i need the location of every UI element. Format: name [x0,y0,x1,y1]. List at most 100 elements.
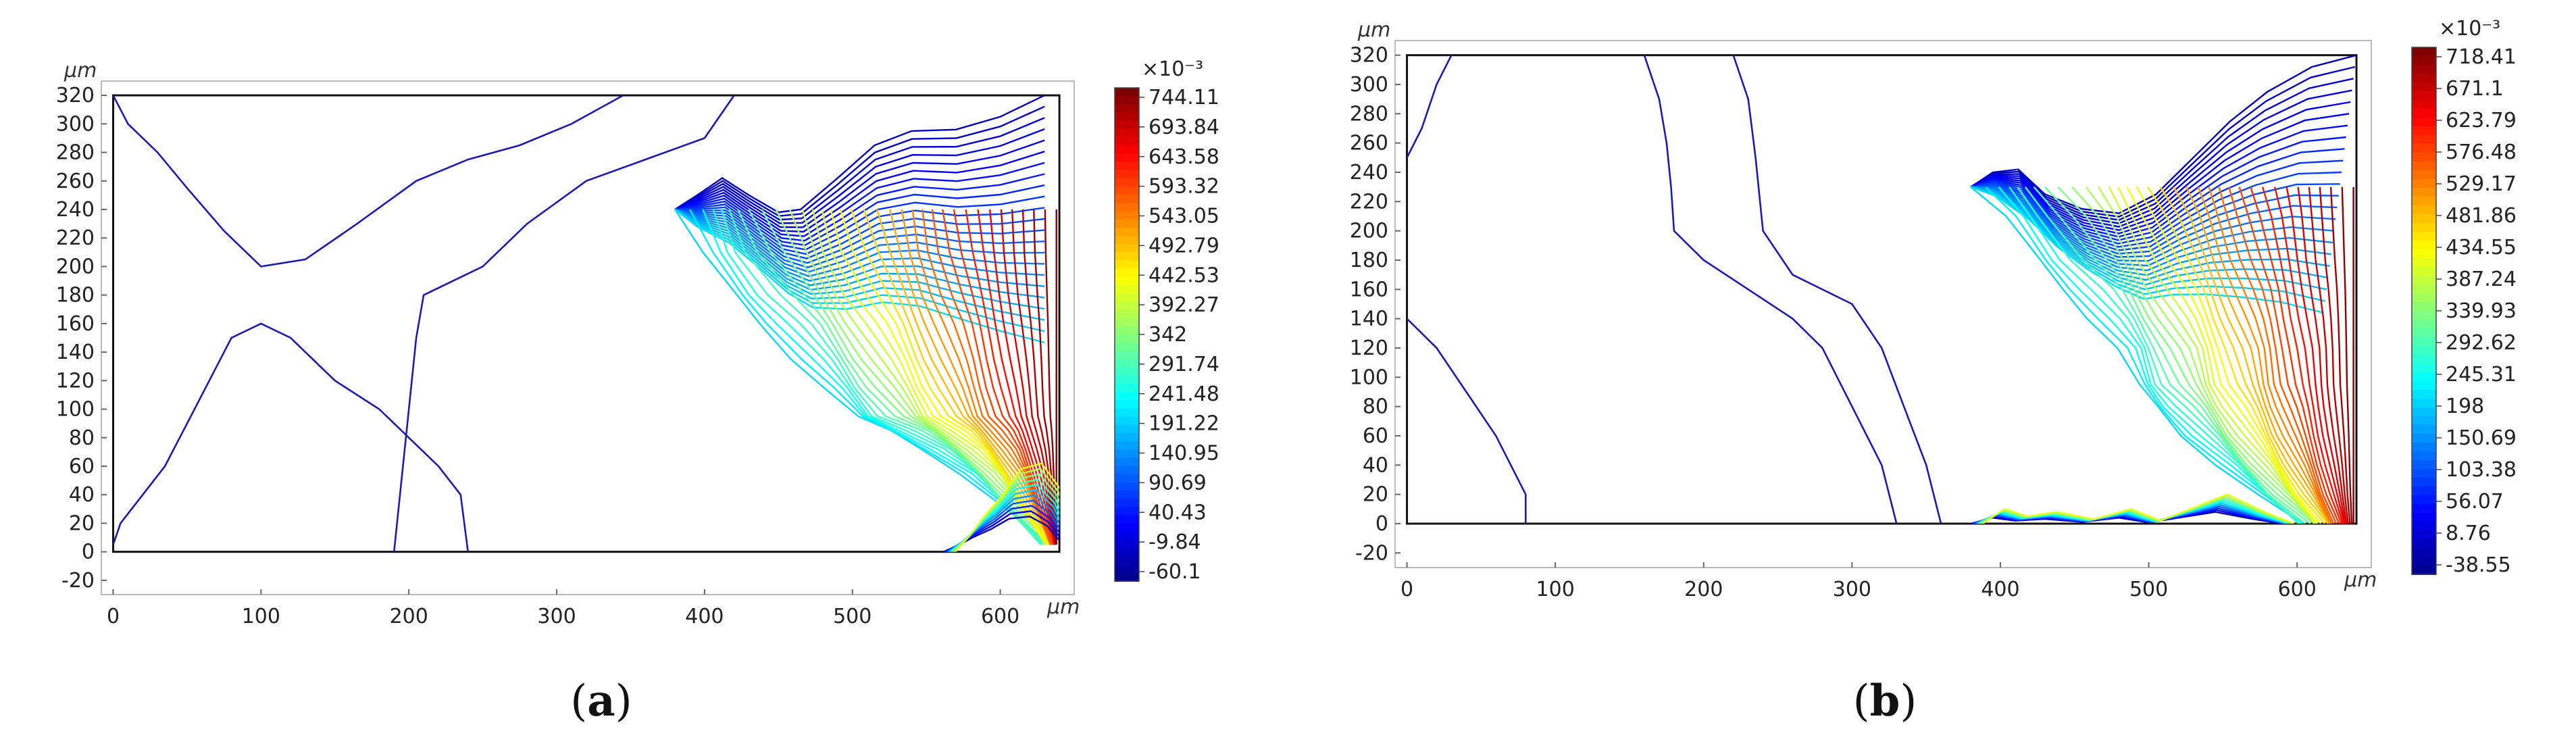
axes-frame [101,80,1075,595]
colorbar-swatch [2412,328,2436,338]
colorbar-swatch [2412,311,2436,320]
colorbar-label: 671.1 [2446,77,2504,101]
y-tick-label: 20 [69,511,95,535]
colorbar-label: 90.69 [1148,471,1207,495]
colorbar-label: 543.05 [1148,205,1219,228]
contour-line [1985,186,2303,524]
x-tick-label: 500 [833,605,872,628]
colorbar-swatch [2412,188,2436,197]
colorbar-multiplier: ×10⁻³ [2439,17,2500,41]
y-tick-label: 200 [56,255,95,278]
contour-line [674,151,1045,233]
colorbar-swatch [1115,343,1139,352]
colorbar-swatch [2412,91,2436,101]
contour-line [2297,186,2346,524]
y-tick-label: 220 [1350,190,1388,214]
colorbar-label: 191.22 [1148,412,1219,436]
y-tick-label: 180 [56,284,95,307]
contour-line [2057,186,2315,524]
contour-line [761,209,1053,545]
colorbar-swatch [2412,478,2436,487]
contour-line [1970,136,2346,238]
colorbar-swatch [1115,375,1139,384]
contour-line [2147,186,2326,524]
colorbar-swatch [1115,186,1139,196]
contour-line [1981,493,2295,524]
colorbar: ×10⁻³ 718.41 671.1 623.79 576.48 529.17 481.86… [2411,17,2517,577]
colorbar-label: 8.76 [2446,522,2491,545]
colorbar-swatch [1115,532,1139,541]
contour-line [1643,55,1898,524]
colorbar-swatch [2412,82,2436,92]
colorbar-swatch [2412,364,2436,373]
x-unit-label: μm [1046,595,1080,619]
colorbar-swatch [1115,408,1139,418]
contour-line [2126,186,2319,524]
colorbar-label: 718.41 [2446,45,2517,69]
colorbar-swatch [1115,137,1139,147]
x-tick-label: 600 [981,605,1019,628]
y-tick-label: 60 [1363,424,1388,448]
colorbar-label: -9.84 [1148,530,1201,554]
domain-boundary [1406,54,2358,525]
contour-line [2085,186,2317,524]
colorbar-swatch [2412,65,2436,74]
contour-line [2071,186,2317,524]
colorbar-swatch [2412,135,2436,145]
colorbar-swatch [1115,548,1139,557]
contour-line [674,139,1045,228]
y-tick-label: 160 [56,312,95,336]
x-tick-label: 200 [390,605,428,628]
contour-line [1998,186,2301,524]
colorbar-label: 198 [2446,395,2484,418]
y-tick-label: -20 [61,569,95,593]
contour-line [789,209,1052,545]
contour-line [674,128,1045,224]
colorbar-swatch [2412,223,2436,232]
y-tick-label: 0 [1375,512,1388,536]
colorbar-swatch [2412,241,2436,250]
colorbar-swatch [2412,109,2436,118]
colorbar-label: 576.48 [2446,141,2517,164]
colorbar-swatch [2412,355,2436,364]
y-tick-label: 300 [56,112,95,136]
contour-line [674,208,1045,321]
colorbar-swatch [1115,293,1139,303]
contour-line [674,105,1045,217]
x-tick-label: 100 [242,605,280,628]
contour-line [2218,186,2333,524]
colorbar-label: 392.27 [1148,293,1219,317]
colorbar-swatch [2412,276,2436,285]
y-tick-label: 100 [56,398,95,422]
contour-line [1011,209,1056,545]
y-tick-label: 40 [1363,453,1388,477]
colorbar-swatch [1115,104,1139,114]
x-tick-label: 300 [1833,578,1871,601]
contour-plot-b: -20 0 20 40 60 80 100 120 140 160 180 200 220 240 260 2… [1350,17,2517,601]
contour-line [674,184,1045,247]
colorbar-swatch [1115,276,1139,286]
colorbar-label: 442.53 [1148,264,1219,287]
panel-label-a: (a) [570,676,632,726]
contour-line [674,209,1051,546]
colorbar-swatch [1115,227,1139,236]
colorbar-label: 56.07 [2446,490,2504,514]
y-tick-label: 120 [56,369,95,393]
colorbar: ×10⁻³ 744.11 693.84 643.58 593.32 543.05 492.7… [1114,57,1219,584]
colorbar-swatch [1115,244,1139,253]
colorbar-swatch [1115,359,1139,368]
colorbar-label: 492.79 [1148,234,1219,257]
contour-line [942,209,1053,545]
colorbar-swatch [2412,170,2436,180]
colorbar-swatch [2412,557,2436,566]
panel-b: -20 0 20 40 60 80 100 120 140 160 180 200 220 240 260 2… [1290,0,2576,750]
contour-line [2098,186,2317,524]
colorbar-swatch [2412,504,2436,514]
colorbar-swatch [2412,390,2436,399]
y-tick-label: 220 [56,226,95,250]
colorbar-swatch [2412,530,2436,540]
colorbar-swatch [2412,486,2436,496]
contour-line [674,208,1045,278]
contour-line [1970,186,2329,286]
y-tick-label: 120 [1350,336,1388,360]
